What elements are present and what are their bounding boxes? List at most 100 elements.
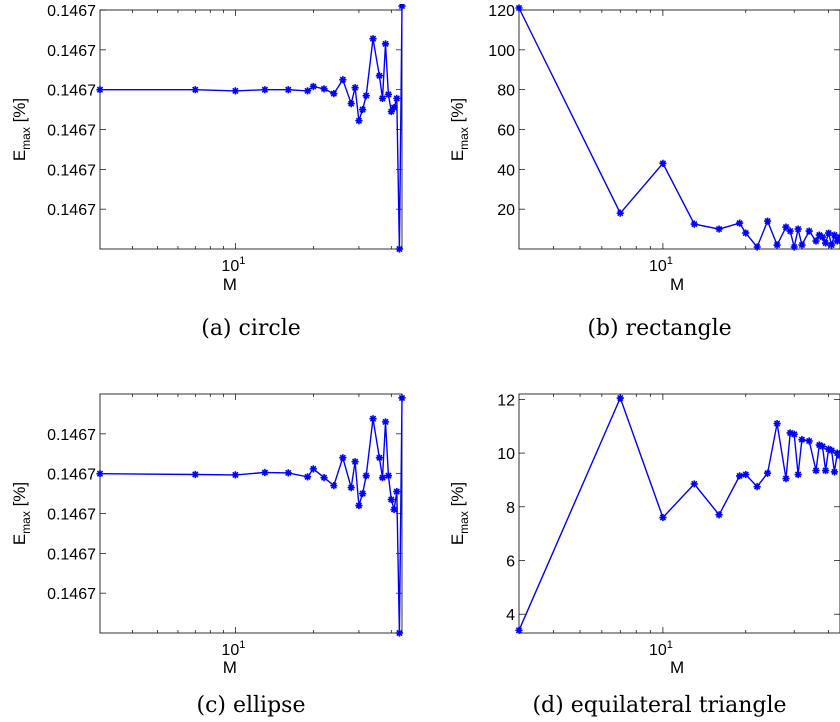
data-point	[395, 629, 404, 637]
data-point	[320, 474, 328, 482]
panel-caption: (c) ellipse	[196, 693, 305, 718]
data-point	[231, 87, 239, 95]
series-line	[100, 5, 403, 250]
data-point	[798, 241, 806, 249]
y-tick-label: 120	[488, 3, 515, 20]
y-tick-label: 0.1467	[47, 546, 96, 563]
data-point	[330, 482, 338, 490]
data-point	[827, 446, 836, 454]
data-point	[715, 511, 723, 519]
y-tick-label: 12	[497, 392, 515, 409]
data-point	[773, 241, 781, 249]
y-axis-label: Emax [%]	[448, 98, 471, 161]
data-point	[763, 217, 772, 225]
y-axis-label: Emax [%]	[448, 482, 471, 545]
x-tick-label: 101	[221, 255, 245, 275]
data-point	[231, 471, 239, 479]
panel-caption: (b) rectangle	[587, 316, 731, 341]
y-tick-label: 80	[497, 83, 515, 100]
data-point	[359, 105, 367, 114]
data-point	[284, 86, 292, 94]
data-point	[375, 454, 384, 462]
data-point	[616, 394, 624, 402]
data-point	[742, 229, 750, 237]
data-point	[786, 227, 794, 235]
data-point	[830, 468, 839, 476]
data-point	[395, 245, 404, 253]
data-point	[833, 237, 840, 245]
data-point	[690, 480, 698, 488]
series-group	[515, 394, 840, 634]
data-point	[303, 473, 312, 481]
data-point	[515, 626, 523, 634]
y-tick-label: 0.1467	[47, 202, 96, 219]
data-point	[284, 469, 292, 477]
y-tick-label: 0.1467	[47, 162, 96, 179]
x-tick-label: 101	[649, 255, 673, 275]
data-point	[347, 100, 355, 108]
y-axis-label: Emax [%]	[10, 482, 33, 545]
series-line	[99, 397, 403, 634]
chart-panel-1: 101 20 40 60 80 100 120 M Emax [%] (b) rectangle	[448, 3, 840, 341]
x-axis-label: M	[223, 658, 237, 677]
data-point	[303, 87, 312, 95]
data-point	[736, 219, 744, 227]
data-point	[96, 470, 104, 478]
data-point	[355, 117, 363, 125]
data-point	[339, 76, 347, 84]
plot-frame	[518, 393, 840, 634]
y-tick-label: 0.1467	[47, 83, 96, 100]
data-point	[390, 103, 398, 112]
y-tick-label: 100	[488, 43, 515, 60]
data-point	[736, 472, 744, 480]
data-point	[616, 209, 624, 217]
data-point	[359, 489, 367, 498]
y-tick-label: 4	[506, 607, 515, 624]
x-axis-label: M	[223, 275, 237, 294]
data-point	[798, 436, 806, 444]
data-point	[812, 237, 820, 245]
data-point	[384, 472, 393, 480]
data-point	[715, 225, 723, 233]
data-point	[753, 243, 761, 251]
data-point	[369, 35, 377, 43]
data-point	[690, 220, 698, 228]
data-point	[393, 487, 401, 496]
data-point	[381, 40, 390, 48]
y-tick-label: 20	[497, 202, 515, 219]
data-point	[362, 472, 370, 480]
data-point	[786, 429, 794, 437]
data-point	[812, 466, 820, 475]
series-group	[96, 4, 406, 253]
data-point	[753, 483, 761, 491]
data-point	[773, 419, 781, 428]
y-tick-label: 60	[497, 123, 515, 140]
data-point	[362, 92, 370, 100]
data-point	[387, 495, 395, 504]
y-tick-label: 10	[497, 446, 515, 463]
data-point	[378, 94, 387, 103]
x-tick-label: 101	[221, 639, 245, 659]
data-point	[393, 94, 401, 103]
data-point	[191, 470, 199, 479]
data-point	[384, 90, 393, 99]
data-point	[805, 227, 813, 235]
panel-caption: (a) circle	[201, 316, 301, 341]
data-point	[398, 394, 406, 402]
plot-frame	[99, 9, 403, 250]
x-tick-label: 101	[649, 639, 673, 659]
plot-frame	[99, 393, 403, 634]
data-point	[763, 469, 772, 477]
y-tick-label: 6	[506, 553, 515, 570]
data-point	[825, 445, 833, 453]
data-point	[351, 458, 359, 466]
data-point	[833, 449, 840, 457]
data-point	[398, 4, 406, 10]
data-point	[355, 501, 363, 510]
data-point	[330, 90, 338, 98]
data-point	[390, 505, 398, 514]
panel-caption: (d) equilateral triangle	[532, 693, 786, 718]
data-point	[794, 470, 802, 479]
series-group	[96, 394, 406, 637]
